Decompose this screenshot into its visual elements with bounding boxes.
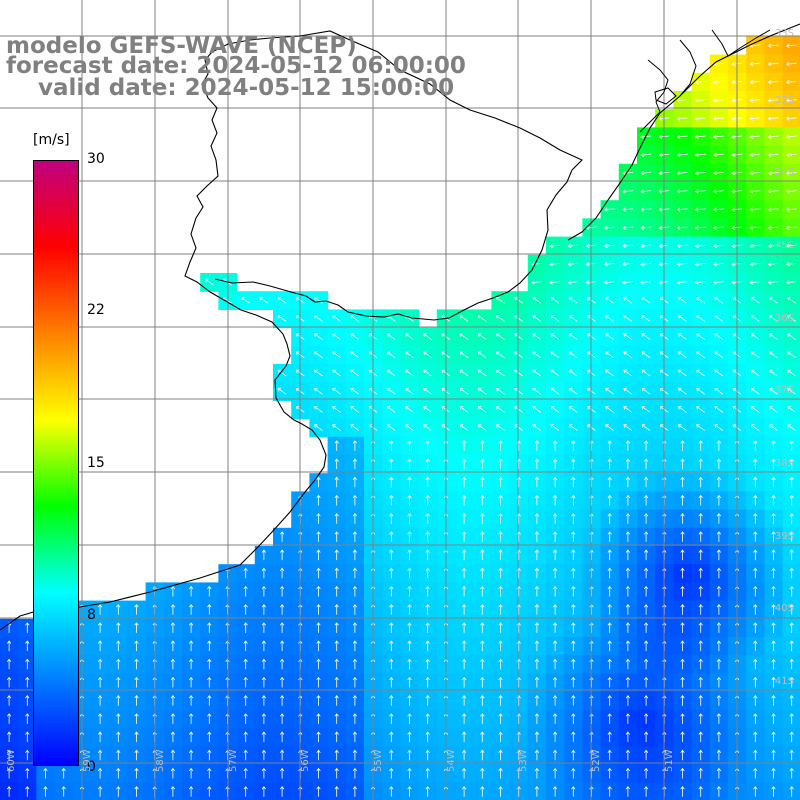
lon-label: 59W (82, 749, 93, 772)
colorbar-tick-0: 0 (87, 759, 96, 775)
lat-label: 40S (774, 603, 794, 614)
lagoon-shore (639, 29, 771, 133)
lon-label: 57W (228, 749, 239, 772)
lon-label: 52W (591, 749, 602, 772)
coastline-east (567, 23, 800, 241)
lon-label: 60W (6, 749, 17, 772)
colorbar (33, 160, 79, 766)
coastline (0, 30, 583, 631)
lat-label: 35S (774, 240, 794, 251)
lon-label: 58W (155, 749, 166, 772)
model-title: modelo GEFS-WAVE (NCEP) (6, 33, 357, 59)
lat-label: 36S (774, 313, 794, 324)
lon-label: 56W (300, 749, 311, 772)
colorbar-unit: [m/s] (33, 132, 70, 148)
lat-label: 33S (774, 28, 794, 39)
lat-label: 33S (774, 95, 794, 106)
lat-label: 39S (774, 531, 794, 542)
lat-label: 38S (774, 458, 794, 469)
colorbar-tick-22: 22 (87, 302, 105, 318)
forecast-date: forecast date: 2024-05-12 06:00:00 (6, 53, 466, 79)
inner-lake (654, 87, 677, 105)
lat-label: 41S (774, 676, 794, 687)
lon-label: 55W (373, 749, 384, 772)
lon-label: 54W (446, 749, 457, 772)
colorbar-tick-30: 30 (87, 151, 105, 167)
lon-label: 53W (518, 749, 529, 772)
valid-date: valid date: 2024-05-12 15:00:00 (6, 75, 455, 101)
lat-label: 34S (774, 167, 794, 178)
wind-speed-field (0, 36, 800, 800)
lon-label: 51W (664, 749, 675, 772)
colorbar-tick-15: 15 (87, 455, 105, 471)
lat-label: 37S (774, 385, 794, 396)
colorbar-tick-8: 8 (87, 607, 96, 623)
